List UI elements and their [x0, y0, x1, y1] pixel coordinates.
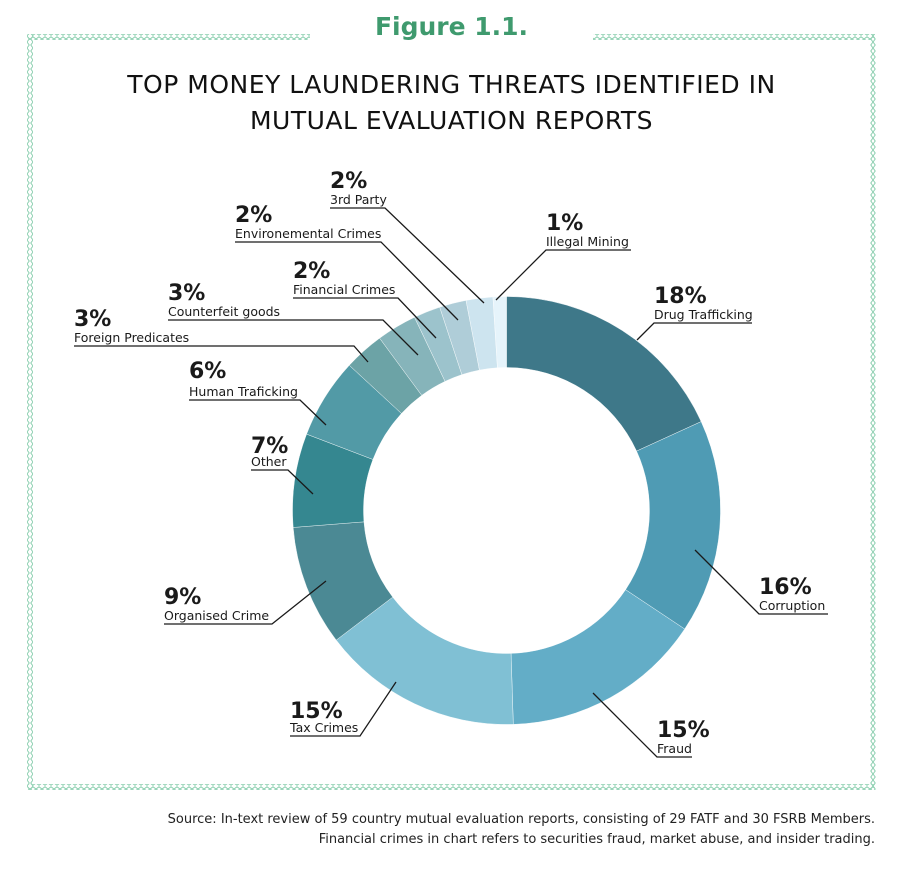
callout-label: Financial Crimes [293, 282, 395, 297]
callout-label: Corruption [759, 598, 825, 613]
leader-line [592, 692, 692, 758]
callout-corruption: 16%Corruption [694, 549, 828, 615]
leader-line [330, 207, 485, 304]
callout-illegal-mining: 1%Illegal Mining [495, 211, 631, 301]
callout-label: Illegal Mining [546, 234, 629, 249]
callout-percent: 2% [235, 203, 272, 228]
callout-drug-trafficking: 18%Drug Trafficking [636, 284, 753, 341]
figure-label-text: Figure 1.1. [364, 12, 539, 41]
leader-line [168, 319, 419, 356]
callout-label: Other [251, 454, 287, 469]
donut-segment-corruption [625, 421, 721, 630]
source-note: Source: In-text review of 59 country mut… [168, 810, 875, 850]
callout-fraud: 15%Fraud [592, 692, 710, 758]
callout-label: Human Traficking [189, 384, 298, 399]
leader-line [694, 549, 828, 615]
figure-label: Figure 1.1. [0, 12, 903, 41]
callout-3rd-party: 2%3rd Party [330, 169, 485, 304]
callout-percent: 15% [290, 699, 343, 724]
donut-segments [292, 296, 721, 725]
callout-percent: 2% [330, 169, 367, 194]
leader-line [74, 345, 369, 363]
callout-percent: 7% [251, 434, 288, 459]
callout-percent: 3% [168, 281, 205, 306]
callout-human-traficking: 6%Human Traficking [189, 359, 327, 426]
callout-percent: 16% [759, 575, 812, 600]
donut-segment-drug-trafficking [506, 296, 702, 452]
callout-tax-crimes: 15%Tax Crimes [289, 681, 397, 737]
source-line-1: Source: In-text review of 59 country mut… [167, 812, 875, 827]
callout-percent: 1% [546, 211, 583, 236]
callout-percent: 9% [164, 585, 201, 610]
source-line-2: Financial crimes in chart refers to secu… [318, 832, 875, 847]
chart-title-line-2: MUTUAL EVALUATION REPORTS [249, 106, 654, 135]
callout-label: Counterfeit goods [168, 304, 280, 319]
leader-line [251, 469, 314, 495]
callout-percent: 6% [189, 359, 226, 384]
callout-labels: 18%Drug Trafficking16%Corruption15%Fraud… [74, 169, 828, 758]
callout-label: Organised Crime [164, 608, 269, 623]
callout-percent: 18% [654, 284, 707, 309]
callout-label: 3rd Party [330, 192, 387, 207]
chart-title: TOP MONEY LAUNDERING THREATS IDENTIFIED … [0, 67, 903, 139]
leader-line [636, 322, 752, 341]
leader-line [189, 399, 327, 426]
leader-line [293, 297, 437, 339]
callout-label: Foreign Predicates [74, 330, 189, 345]
callout-label: Tax Crimes [289, 720, 358, 735]
callout-percent: 3% [74, 307, 111, 332]
callout-label: Fraud [657, 741, 692, 756]
callout-foreign-predicates: 3%Foreign Predicates [74, 307, 369, 363]
callout-percent: 2% [293, 259, 330, 284]
leader-line [495, 249, 631, 301]
callout-percent: 15% [657, 718, 710, 743]
donut-segment-illegal-mining [492, 296, 507, 369]
callout-environemental-crimes: 2%Environemental Crimes [235, 203, 459, 321]
chart-title-line-1: TOP MONEY LAUNDERING THREATS IDENTIFIED … [127, 70, 776, 99]
leader-line [235, 241, 459, 321]
callout-organised-crime: 9%Organised Crime [164, 580, 327, 625]
callout-other: 7%Other [251, 434, 314, 495]
callout-label: Environemental Crimes [235, 226, 381, 241]
leader-line [164, 580, 327, 625]
callout-counterfeit-goods: 3%Counterfeit goods [168, 281, 419, 356]
callout-financial-crimes: 2%Financial Crimes [293, 259, 437, 339]
leader-line [290, 681, 397, 737]
callout-label: Drug Trafficking [654, 307, 753, 322]
